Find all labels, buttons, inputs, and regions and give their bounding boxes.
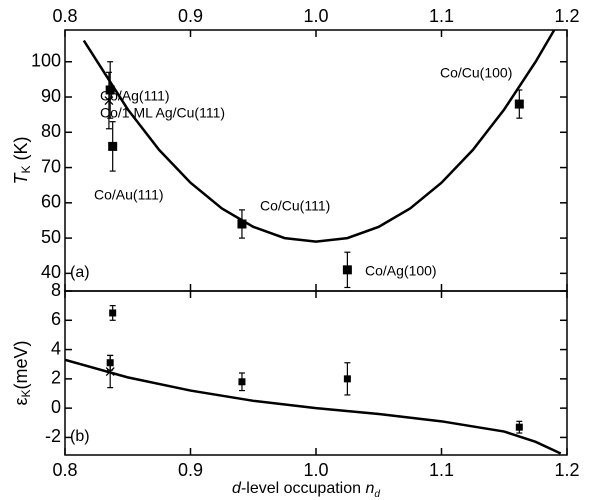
y-tick-label: 70 bbox=[41, 156, 61, 176]
x-tick-label: 1.0 bbox=[303, 460, 328, 480]
y-axis-label: TK (K) bbox=[11, 136, 33, 184]
x-tick-label: 0.8 bbox=[52, 460, 77, 480]
cross-marker bbox=[105, 367, 115, 376]
y-tick-label: 50 bbox=[41, 227, 61, 247]
y-label-sub: K bbox=[19, 165, 33, 173]
square-marker bbox=[238, 378, 246, 386]
y-tick-label: 60 bbox=[41, 192, 61, 212]
y-tick-label: 0 bbox=[51, 397, 61, 417]
y-tick-label: 4 bbox=[51, 338, 61, 358]
x-tick-label: 0.9 bbox=[178, 460, 203, 480]
fit-curve bbox=[65, 358, 562, 455]
annotation: Co/1 ML Ag/Cu(111) bbox=[100, 105, 225, 121]
square-marker bbox=[109, 309, 117, 317]
square-marker bbox=[514, 99, 524, 109]
x-tick-label: 1.2 bbox=[554, 460, 579, 480]
y-label-sub: K bbox=[19, 389, 33, 397]
square-marker bbox=[342, 265, 352, 275]
y-tick-label: 100 bbox=[31, 50, 61, 70]
fit-curve bbox=[82, 30, 556, 243]
y-tick-label: 40 bbox=[41, 262, 61, 282]
x-tick-label: 1.1 bbox=[429, 6, 454, 26]
annotation: Co/Au(111) bbox=[94, 187, 164, 203]
x-tick-label: 1.1 bbox=[429, 460, 454, 480]
square-marker bbox=[343, 375, 351, 383]
y-tick-label: 6 bbox=[51, 309, 61, 329]
y-label-unit: (meV) bbox=[11, 340, 31, 389]
cross-marker bbox=[104, 96, 114, 106]
square-marker bbox=[515, 423, 523, 431]
x-label-symbol: n bbox=[365, 480, 374, 497]
panel-label: (b) bbox=[70, 428, 90, 445]
x-label-sub: d bbox=[374, 489, 380, 500]
annotation: Co/Cu(100) bbox=[440, 65, 512, 81]
x-label-text: -level occupation bbox=[241, 480, 366, 497]
square-marker bbox=[108, 141, 118, 151]
x-tick-label: 1.2 bbox=[554, 6, 579, 26]
y-label-unit: (K) bbox=[11, 136, 31, 165]
y-tick-label: -2 bbox=[45, 426, 61, 446]
y-tick-label: 8 bbox=[51, 280, 61, 300]
x-axis-label: d-level occupation nd bbox=[232, 480, 380, 499]
x-label-italic: d bbox=[232, 480, 242, 497]
y-tick-label: 80 bbox=[41, 121, 61, 141]
x-tick-label: 1.0 bbox=[303, 6, 328, 26]
y-tick-label: 90 bbox=[41, 86, 61, 106]
y-label-symbol: T bbox=[11, 172, 31, 185]
square-marker bbox=[105, 85, 115, 95]
panel-label: (a) bbox=[70, 264, 90, 281]
y-tick-label: 2 bbox=[51, 368, 61, 388]
y-axis-label: εK(meV) bbox=[11, 340, 33, 405]
square-marker bbox=[237, 219, 247, 229]
y-label-symbol: ε bbox=[11, 397, 31, 405]
x-tick-label: 0.9 bbox=[178, 6, 203, 26]
annotation: Co/Ag(100) bbox=[365, 263, 437, 279]
annotation: Co/Ag(111) bbox=[100, 88, 170, 104]
annotation: Co/Cu(111) bbox=[260, 198, 330, 214]
x-tick-label: 0.8 bbox=[52, 6, 77, 26]
